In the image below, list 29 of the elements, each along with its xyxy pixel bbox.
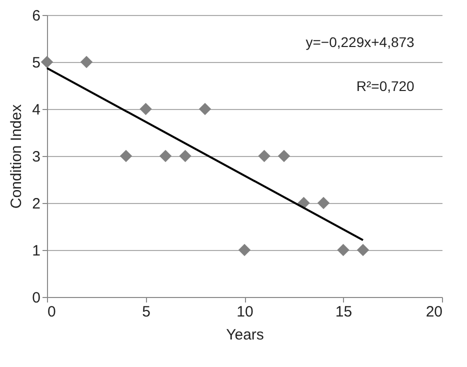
- x-tick-label: 20: [426, 304, 442, 320]
- x-tick-label: 10: [236, 304, 254, 320]
- x-axis-title: Years: [226, 326, 264, 344]
- point: [179, 150, 192, 162]
- x-tick-label: 15: [335, 304, 352, 320]
- y-tick-label: 1: [32, 242, 40, 260]
- point: [238, 244, 251, 256]
- y-tick-label: 4: [32, 102, 40, 118]
- annotation: y=−0,229x+4,873: [306, 34, 415, 50]
- y-tick-label: 3: [32, 148, 40, 166]
- point: [258, 150, 270, 162]
- y-tick-label: 0: [32, 290, 40, 306]
- point: [120, 150, 132, 162]
- annotation: R²=0,720: [356, 78, 415, 94]
- y-tick-label: 5: [32, 54, 40, 72]
- point: [159, 150, 172, 162]
- point: [80, 56, 93, 68]
- point: [140, 102, 152, 116]
- point: [40, 56, 54, 68]
- point: [198, 102, 212, 116]
- x-tick-label: 5: [142, 304, 150, 320]
- point: [317, 196, 330, 210]
- y-tick-label: 2: [32, 196, 40, 212]
- point: [278, 150, 290, 162]
- y-tick-label: 6: [32, 8, 40, 24]
- x-tick-label: 0: [48, 304, 56, 320]
- point: [337, 244, 350, 256]
- point: [356, 244, 370, 256]
- y-axis-title: Condition Index: [8, 104, 26, 209]
